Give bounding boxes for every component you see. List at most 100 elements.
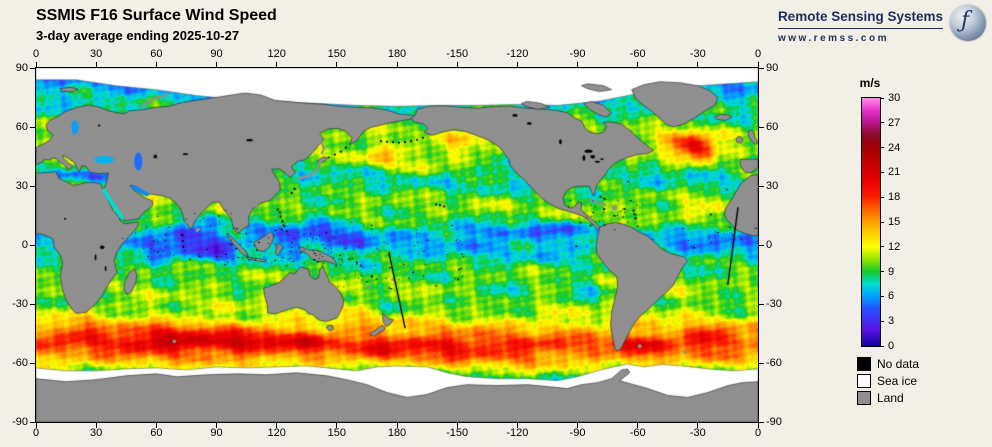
lon-tick-label: -30 <box>689 427 706 439</box>
lat-tick-label: -90 <box>766 416 782 428</box>
branding-text: Remote Sensing Systems www.remss.com <box>777 9 943 44</box>
tick-mark <box>759 362 764 364</box>
legend-item-no-data: No data <box>857 355 919 372</box>
lat-tick-label: -30 <box>766 298 782 310</box>
colorbar-tick-mark <box>880 97 884 99</box>
lat-tick-label: -30 <box>12 298 28 310</box>
colorbar-tick-label: 30 <box>888 92 901 104</box>
lat-tick-label: -90 <box>12 416 28 428</box>
tick-mark <box>759 421 764 423</box>
tick-mark <box>30 303 35 305</box>
colorbar-tick-mark <box>880 122 884 124</box>
lon-tick-label: -120 <box>506 427 529 439</box>
colorbar-tick-label: 27 <box>888 116 901 129</box>
wind-speed-colorbar: 0 3 6 9 12 15 18 21 24 27 30 <box>861 92 900 352</box>
tick-mark <box>336 423 338 428</box>
tick-mark <box>697 62 699 67</box>
tick-mark <box>30 244 35 246</box>
lat-tick-label: 30 <box>766 180 779 192</box>
lon-tick-label: 60 <box>150 427 163 439</box>
lat-tick-label: -60 <box>12 357 28 369</box>
lat-tick-label: 60 <box>766 121 779 133</box>
tick-mark <box>757 423 759 428</box>
tick-mark <box>516 62 518 67</box>
tick-mark <box>216 423 217 428</box>
tick-mark <box>276 62 278 67</box>
tick-mark <box>155 423 157 428</box>
tick-mark <box>30 421 35 423</box>
legend-label: Land <box>877 390 904 405</box>
tick-mark <box>30 185 35 187</box>
lat-tick-label: 90 <box>766 62 779 74</box>
lon-tick-label: -30 <box>689 48 706 60</box>
tick-mark <box>516 423 518 428</box>
tick-mark <box>95 62 97 67</box>
tick-mark <box>759 126 764 128</box>
tick-mark <box>456 62 458 67</box>
colorbar-tick-label: 3 <box>888 315 895 328</box>
branding-name: Remote Sensing Systems <box>777 9 943 29</box>
colorbar-tick-label: 12 <box>888 240 901 253</box>
colorbar-tick-label: 9 <box>888 265 895 278</box>
colorbar-tick-label: 15 <box>888 216 901 228</box>
lon-tick-label: -90 <box>569 427 586 439</box>
branding-url-link[interactable]: www.remss.com <box>777 33 889 44</box>
tick-mark <box>95 423 97 428</box>
legend-label: Sea ice <box>877 373 918 388</box>
lon-tick-label: -150 <box>446 427 469 439</box>
colorbar-tick-label: 18 <box>888 191 901 204</box>
tick-mark <box>30 126 35 128</box>
tick-mark <box>759 303 764 305</box>
colorbar-tick-mark <box>880 271 884 273</box>
lon-tick-label: 180 <box>387 427 407 439</box>
lon-tick-label: 0 <box>32 48 40 60</box>
colorbar-tick-mark <box>880 320 884 322</box>
tick-mark <box>30 362 35 364</box>
colorbar-tick-mark <box>880 345 884 347</box>
lon-tick-label: -120 <box>506 48 529 60</box>
lon-tick-label: 180 <box>387 48 407 60</box>
page-title: SSMIS F16 Surface Wind Speed <box>36 7 277 24</box>
rss-globe-logo-icon: ƒ <box>950 5 986 41</box>
lon-tick-label: 90 <box>210 48 223 60</box>
tick-mark <box>697 423 699 428</box>
tick-mark <box>276 423 278 428</box>
tick-mark <box>396 62 398 67</box>
lon-tick-label: 150 <box>327 48 347 60</box>
colorbar-tick-mark <box>880 171 884 173</box>
colorbar-tick-mark <box>880 295 884 297</box>
tick-mark <box>155 62 157 67</box>
lon-tick-label: 30 <box>90 427 103 439</box>
tick-mark <box>336 62 338 67</box>
lat-tick-label: 90 <box>15 62 28 74</box>
tick-mark <box>35 423 37 428</box>
colorbar-tick-mark <box>880 221 884 223</box>
tick-mark <box>35 62 37 67</box>
lon-tick-label: 120 <box>267 427 286 439</box>
lon-tick-label: -150 <box>446 48 469 60</box>
tick-mark <box>757 62 759 67</box>
lon-tick-label: 30 <box>90 48 103 60</box>
world-wind-map-plot: 0 0 30 30 60 60 90 90 120 120 150 150 180 180 -150 -150… <box>12 48 782 439</box>
tick-mark <box>637 62 639 67</box>
map-legend: No data Sea ice Land <box>857 355 919 406</box>
tick-mark <box>396 423 398 428</box>
page-subtitle: 3-day average ending 2025-10-27 <box>36 28 240 43</box>
lon-tick-label: 0 <box>754 48 762 60</box>
tick-mark <box>216 62 217 67</box>
colorbar-tick-mark <box>880 246 884 248</box>
lon-tick-label: -60 <box>629 48 646 60</box>
tick-mark <box>577 423 578 428</box>
colorbar-tick-label: 0 <box>888 340 895 352</box>
lon-tick-label: 0 <box>32 427 40 439</box>
globe-letter: ƒ <box>961 8 970 33</box>
lon-tick-label: -90 <box>569 48 586 60</box>
tick-mark <box>759 244 764 246</box>
legend-item-land: Land <box>857 389 919 406</box>
tick-mark <box>637 423 639 428</box>
tick-mark <box>759 185 764 187</box>
tick-mark <box>577 62 578 67</box>
lat-tick-label: 30 <box>15 180 28 192</box>
lat-tick-label: 60 <box>15 121 28 133</box>
legend-swatch <box>857 356 871 371</box>
